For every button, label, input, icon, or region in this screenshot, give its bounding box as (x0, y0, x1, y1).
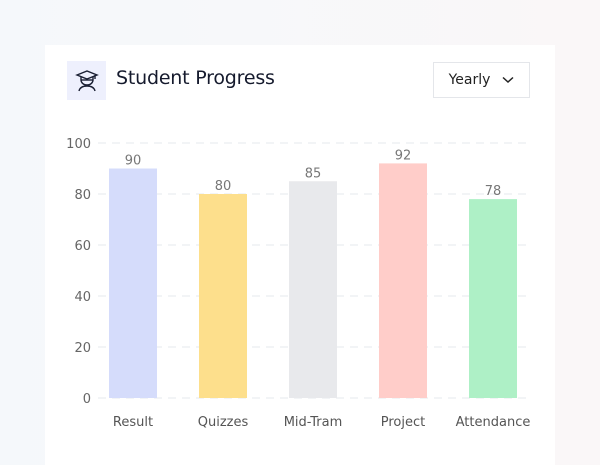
x-tick-label: Project (381, 415, 425, 430)
y-tick-label: 20 (74, 341, 91, 356)
data-label: 80 (215, 179, 232, 194)
graduation-cap-student-icon (67, 61, 106, 100)
chevron-down-icon (502, 76, 514, 84)
y-tick-label: 100 (66, 137, 91, 152)
data-label: 90 (125, 154, 142, 169)
bar-attendance (469, 199, 517, 398)
x-tick-label: Mid-Tram (284, 415, 343, 430)
period-select[interactable]: Yearly (433, 62, 530, 98)
data-label: 92 (395, 148, 412, 163)
x-tick-label: Result (113, 415, 153, 430)
x-tick-label: Attendance (456, 415, 531, 430)
bar-quizzes (199, 194, 247, 398)
bar-project (379, 163, 427, 398)
bar-mid-tram (289, 181, 337, 398)
bar-result (109, 168, 157, 398)
y-tick-label: 40 (74, 290, 91, 305)
page-title: Student Progress (116, 67, 275, 89)
data-label: 78 (485, 184, 502, 199)
data-label: 85 (305, 166, 322, 181)
x-tick-label: Quizzes (198, 415, 249, 430)
y-tick-label: 60 (74, 239, 91, 254)
bar-chart: 0 20 40 60 80 100 90 Result 80 Quizzes 85 Mid-Tram 9… (66, 137, 532, 430)
period-select-value: Yearly (448, 72, 491, 88)
y-tick-label: 80 (74, 188, 91, 203)
y-tick-label: 0 (83, 392, 91, 407)
